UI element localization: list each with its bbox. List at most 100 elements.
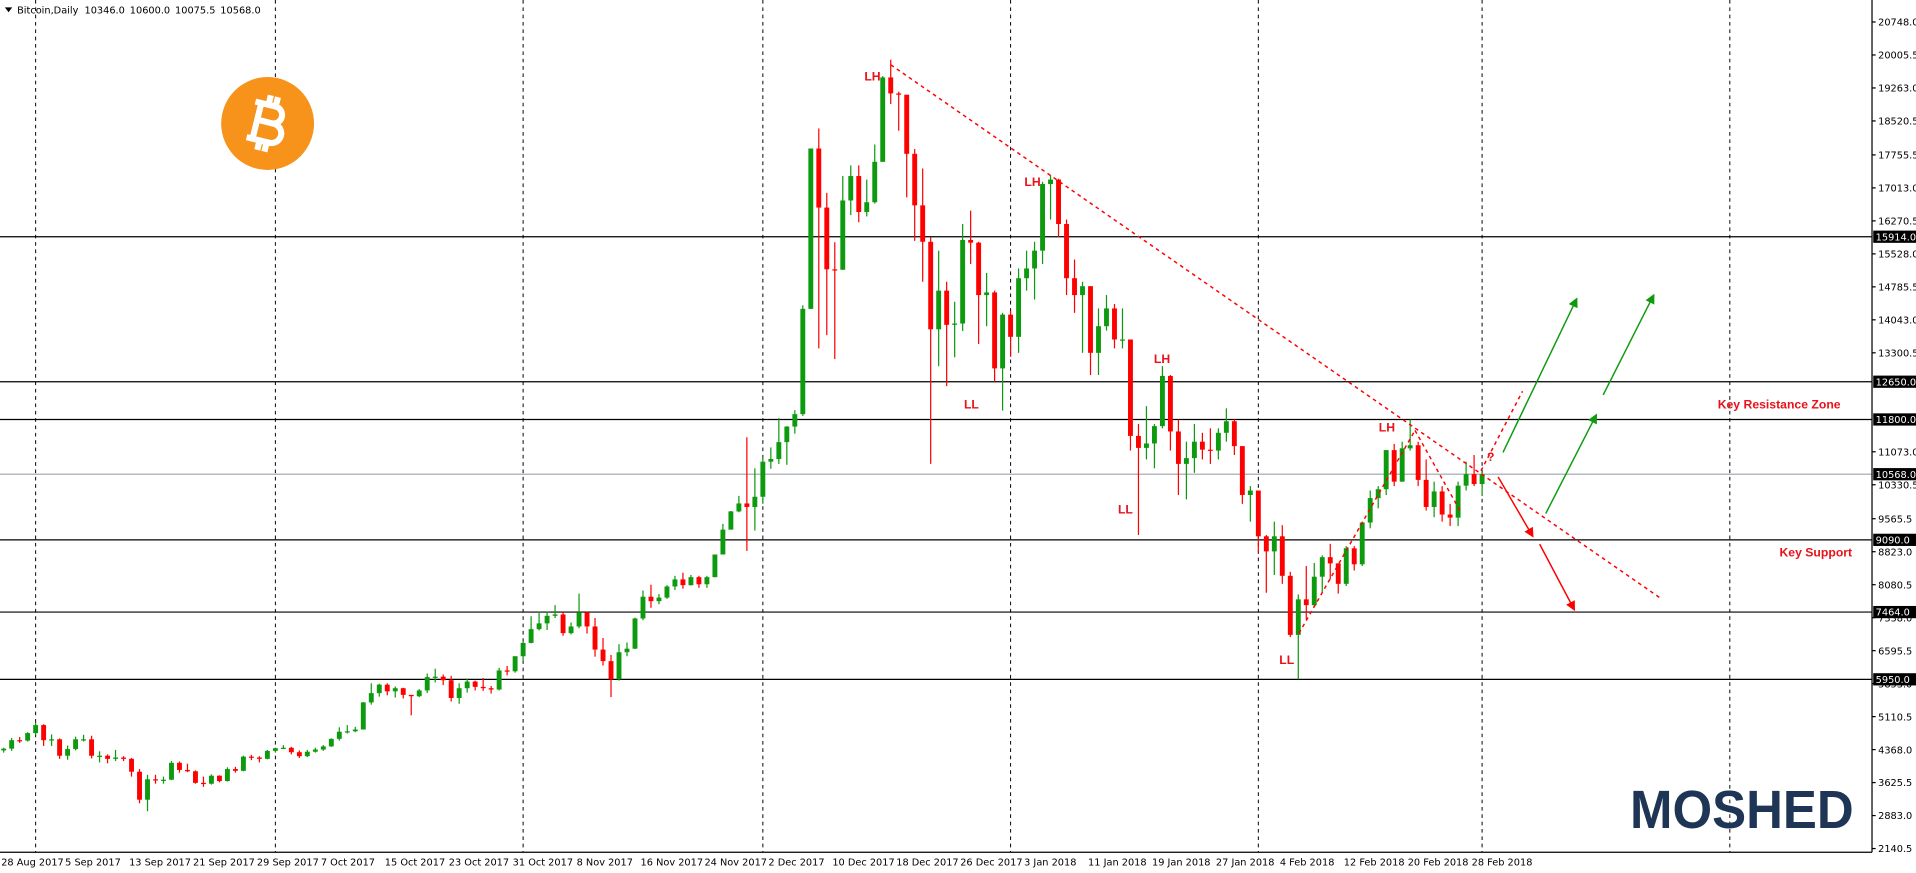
candle-body (512, 656, 518, 672)
candle-body (41, 725, 47, 741)
annotation: LL (1118, 503, 1133, 517)
y-tick-label: 4368.0 (1878, 745, 1912, 756)
candle-body (1096, 326, 1101, 353)
candle-body (1104, 308, 1109, 327)
candle-body (632, 618, 638, 649)
candle-body (448, 680, 454, 698)
candle-body (1159, 375, 1165, 427)
y-tick-label: 15528.0 (1878, 250, 1916, 261)
x-tick-label: 7 Oct 2017 (321, 858, 375, 869)
ohlc-value: 10568.0 (220, 5, 260, 16)
candle-body (1144, 443, 1149, 448)
candle-body (1088, 286, 1093, 353)
candle-body (1455, 485, 1461, 518)
arrow (1545, 413, 1597, 514)
candle-body (1471, 474, 1477, 485)
candle-body (704, 577, 710, 585)
candle-body (1407, 445, 1413, 449)
level-box (1873, 533, 1916, 546)
arrow (1538, 543, 1575, 612)
x-tick-label: 21 Sep 2017 (193, 858, 255, 869)
candle-body (736, 503, 742, 512)
annotation: LL (964, 397, 979, 411)
candle-body (248, 756, 254, 758)
candle-body (1263, 536, 1269, 552)
candle-body (1399, 448, 1405, 482)
annotations: LH LH LL LH LL LH LL ? Key Resistance Zo… (864, 70, 1852, 667)
candle-body (864, 202, 870, 213)
candle-body (81, 739, 87, 741)
candle-body (568, 626, 574, 634)
candle-body (464, 681, 470, 689)
annotation: ? (1487, 450, 1494, 464)
y-tick-label: 2883.0 (1878, 811, 1912, 822)
candle-body (161, 779, 166, 781)
ohlc-value: 10075.5 (175, 5, 215, 16)
candle-body (376, 684, 382, 694)
annotation: Key Support (1779, 545, 1852, 559)
x-tick-label: 8 Nov 2017 (577, 858, 633, 869)
candle-body (776, 442, 782, 460)
arrow (1497, 476, 1534, 538)
candle-body (480, 686, 486, 689)
y-tick-label: 10330.5 (1878, 480, 1916, 491)
candle-body (1335, 563, 1341, 584)
candle-body (1303, 599, 1309, 606)
candle-body (904, 94, 910, 154)
candle-body (1463, 474, 1469, 486)
y-tick-label: 5110.5 (1878, 712, 1912, 723)
candle-body (1008, 314, 1014, 337)
y-tick-label: 6595.5 (1878, 646, 1912, 657)
candle-body (328, 738, 334, 747)
candle-body (352, 729, 358, 732)
candle-body (920, 205, 926, 242)
x-tick-label: 28 Feb 2018 (1472, 858, 1533, 869)
candle-body (9, 740, 15, 749)
candle-body (1064, 224, 1069, 279)
candle-body (560, 614, 566, 634)
candle-body (1367, 498, 1373, 523)
annotation: LH (1024, 175, 1040, 189)
candle-body (360, 702, 366, 730)
candle-body (1319, 557, 1325, 577)
header: Bitcoin,Daily 10346.0 10600.0 10075.5 10568.… (4, 5, 261, 16)
x-tick-label: 11 Jan 2018 (1088, 858, 1147, 869)
trend-line (1298, 430, 1416, 634)
candle-body (1239, 446, 1245, 495)
candle-body (121, 757, 126, 759)
candle-body (696, 577, 702, 585)
candle-body (97, 755, 103, 757)
candle-body (1056, 179, 1061, 225)
level-label: 5950.0 (1876, 675, 1910, 686)
candle-body (89, 739, 95, 756)
x-tick-label: 26 Dec 2017 (960, 858, 1022, 869)
candle-body (33, 725, 39, 734)
y-tick-label: 20005.5 (1878, 51, 1916, 62)
axes: 20748.0 20005.5 19263.0 18520.5 17755.5 17013… (1, 18, 1916, 869)
candle-body (784, 426, 790, 443)
candle-body (440, 676, 446, 681)
candle-body (616, 652, 622, 680)
levels (0, 236, 1873, 680)
trend-line (1480, 390, 1524, 472)
candle-body (456, 688, 462, 698)
level-label: 12650.0 (1876, 377, 1916, 388)
candle-body (224, 769, 230, 782)
candle-body (25, 733, 31, 741)
candle-body (872, 161, 878, 203)
candle-body (1000, 314, 1006, 369)
level-box (1873, 468, 1916, 481)
annotation: LH (1379, 421, 1395, 435)
candle-body (728, 511, 734, 530)
candle-body (912, 153, 918, 206)
arrow (1502, 297, 1578, 453)
y-tick-label: 17755.5 (1878, 151, 1916, 162)
candle-body (992, 292, 998, 369)
y-tick-label: 8823.0 (1878, 547, 1912, 558)
bitcoin-logo (221, 77, 315, 170)
candle-body (808, 148, 814, 309)
candle-body (880, 77, 886, 162)
candle-body (216, 775, 222, 782)
y-tick-label: 3625.5 (1878, 778, 1912, 789)
